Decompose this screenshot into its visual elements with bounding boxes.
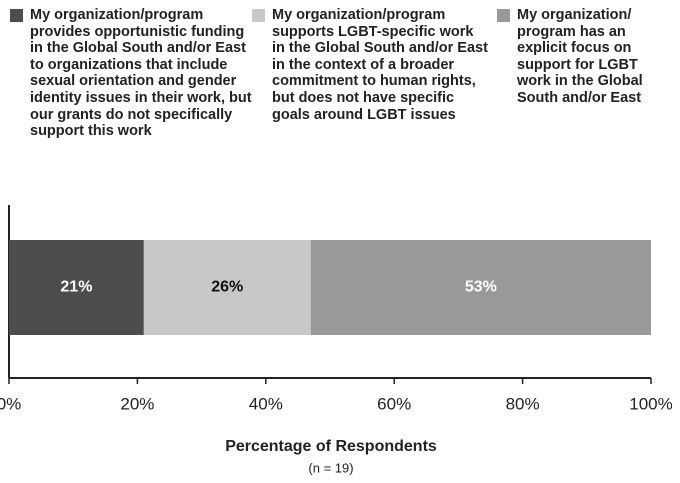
x-tick-label: 20% [120, 394, 154, 413]
bar-segment [9, 240, 144, 335]
data-label: 21% [60, 279, 92, 296]
data-label: 26% [211, 279, 243, 296]
x-axis-title: Percentage of Respondents [225, 438, 437, 455]
legend-label: My organization/ program has an explicit… [517, 7, 643, 106]
x-tick-label: 60% [377, 394, 411, 413]
x-tick-label: 100% [629, 394, 672, 413]
legend-label: My organization/program provides opportu… [30, 7, 252, 140]
data-label: 53% [465, 279, 497, 296]
bar-segment [143, 240, 311, 335]
legend-swatch [497, 9, 510, 22]
legend-swatch [10, 9, 23, 22]
x-tick-label: 80% [506, 394, 540, 413]
x-tick-label: 0% [0, 394, 21, 413]
note: (n = 19) [308, 460, 353, 475]
bar-segment [310, 240, 651, 335]
x-tick-label: 40% [249, 394, 283, 413]
legend-label: My organization/program supports LGBT-sp… [272, 7, 488, 123]
legend-swatch [252, 9, 265, 22]
